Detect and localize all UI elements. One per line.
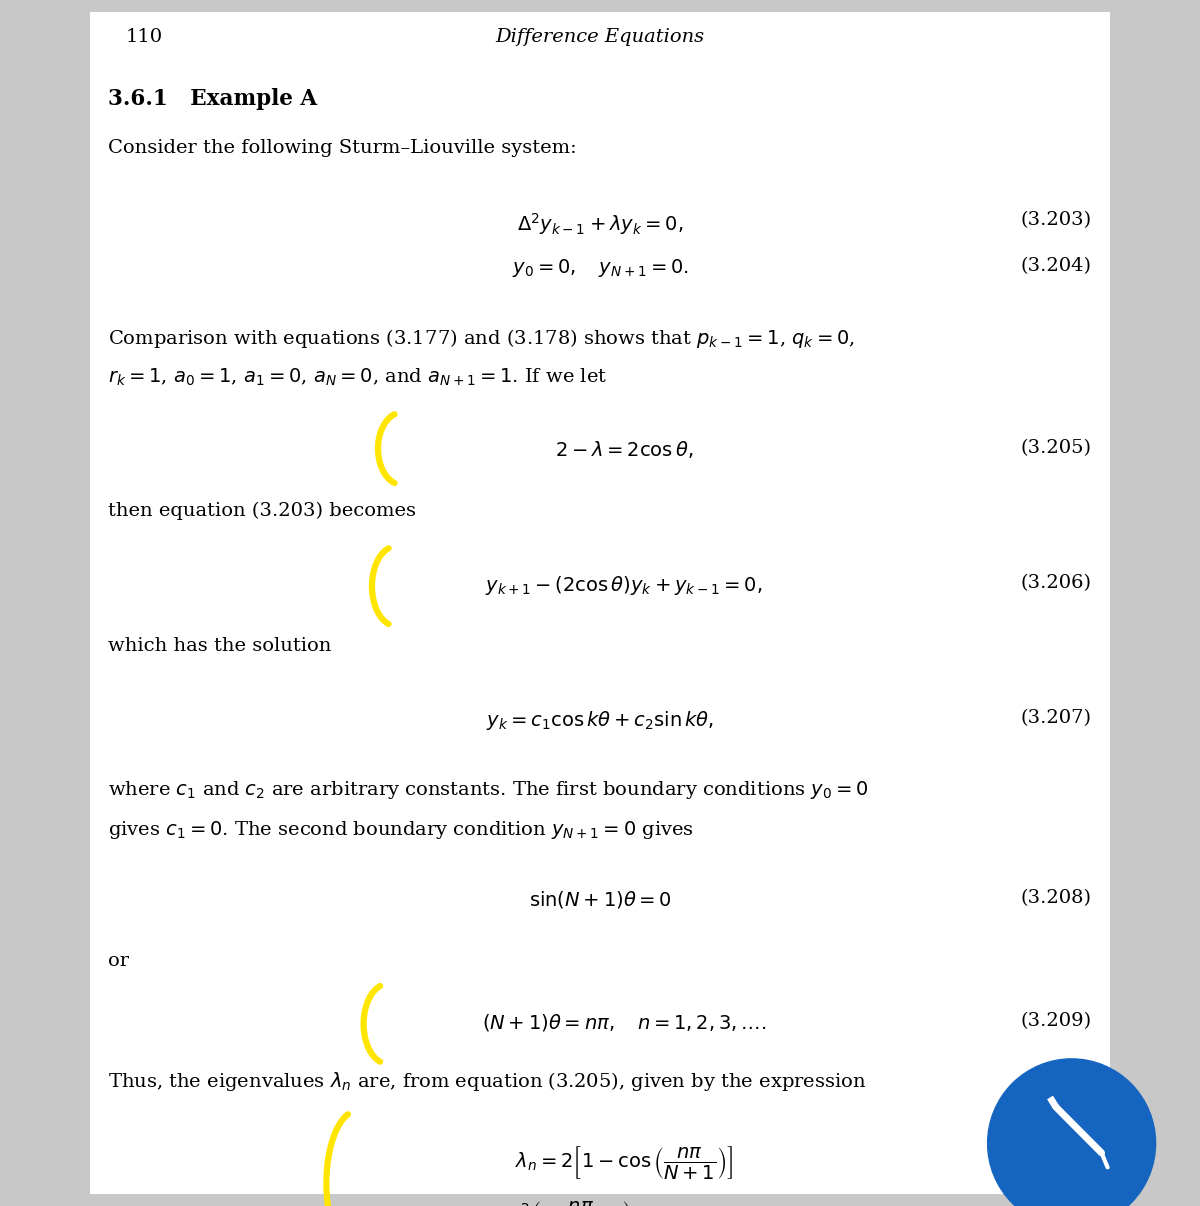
Text: 3.6.1   Example A: 3.6.1 Example A	[108, 88, 317, 110]
Text: $r_k = 1$, $a_0 = 1$, $a_1 = 0$, $a_N = 0$, and $a_{N+1} = 1$. If we let: $r_k = 1$, $a_0 = 1$, $a_1 = 0$, $a_N = …	[108, 367, 607, 388]
Text: $\Delta^2 y_{k-1} + \lambda y_k = 0,$: $\Delta^2 y_{k-1} + \lambda y_k = 0,$	[517, 211, 683, 236]
Text: Consider the following Sturm–Liouville system:: Consider the following Sturm–Liouville s…	[108, 139, 577, 157]
Text: $\lambda_n = 2\left[1 - \cos\left(\dfrac{n\pi}{N+1}\right)\right]$: $\lambda_n = 2\left[1 - \cos\left(\dfrac…	[515, 1144, 733, 1182]
Text: 110: 110	[126, 28, 163, 46]
Text: $y_k = c_1 \cos k\theta + c_2 \sin k\theta,$: $y_k = c_1 \cos k\theta + c_2 \sin k\the…	[486, 709, 714, 732]
Text: where $c_1$ and $c_2$ are arbitrary constants. The first boundary conditions $y_: where $c_1$ and $c_2$ are arbitrary cons…	[108, 779, 869, 801]
Text: then equation (3.203) becomes: then equation (3.203) becomes	[108, 502, 416, 520]
Text: (3.208): (3.208)	[1021, 889, 1092, 907]
Text: (3.209): (3.209)	[1021, 1012, 1092, 1030]
Text: gives $c_1 = 0$. The second boundary condition $y_{N+1} = 0$ gives: gives $c_1 = 0$. The second boundary con…	[108, 819, 694, 841]
Circle shape	[988, 1059, 1156, 1206]
Text: Comparison with equations (3.177) and (3.178) shows that $p_{k-1} = 1$, $q_k = 0: Comparison with equations (3.177) and (3…	[108, 327, 856, 350]
Text: Difference Equations: Difference Equations	[496, 28, 704, 46]
Text: $= 4\sin^2\!\left(\dfrac{n\pi}{2(N+1)}\right),\quad n = 1, 2, 3, \ldots.$: $= 4\sin^2\!\left(\dfrac{n\pi}{2(N+1)}\r…	[456, 1199, 792, 1206]
Text: $2 - \lambda = 2\cos\theta,$: $2 - \lambda = 2\cos\theta,$	[554, 439, 694, 459]
Text: which has the solution: which has the solution	[108, 637, 331, 655]
Text: $y_0 = 0, \quad y_{N+1} = 0.$: $y_0 = 0, \quad y_{N+1} = 0.$	[511, 257, 689, 279]
Text: or: or	[108, 952, 130, 970]
Text: (3.203): (3.203)	[1021, 211, 1092, 229]
Text: (3.204): (3.204)	[1021, 257, 1092, 275]
Text: $(N + 1)\theta = n\pi, \quad n = 1, 2, 3, \ldots.$: $(N + 1)\theta = n\pi, \quad n = 1, 2, 3…	[482, 1012, 766, 1032]
Text: (3.207): (3.207)	[1021, 709, 1092, 727]
Text: (3.206): (3.206)	[1021, 574, 1092, 592]
Text: (3.210): (3.210)	[1021, 1189, 1092, 1206]
Text: $y_{k+1} - (2\cos\theta)y_k + y_{k-1} = 0,$: $y_{k+1} - (2\cos\theta)y_k + y_{k-1} = …	[485, 574, 763, 597]
Text: (3.205): (3.205)	[1021, 439, 1092, 457]
Text: Thus, the eigenvalues $\lambda_n$ are, from equation (3.205), given by the expre: Thus, the eigenvalues $\lambda_n$ are, f…	[108, 1070, 866, 1093]
Text: $\sin(N + 1)\theta = 0$: $\sin(N + 1)\theta = 0$	[528, 889, 672, 909]
